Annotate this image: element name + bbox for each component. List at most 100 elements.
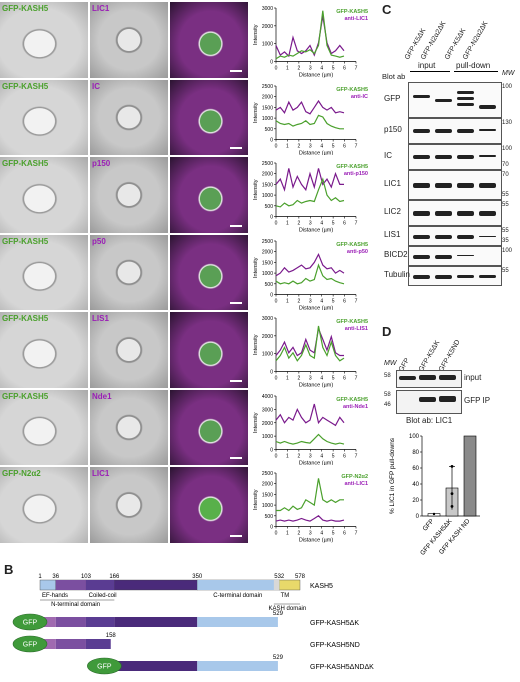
mw-marker: 70 xyxy=(502,162,509,168)
blot-band xyxy=(413,155,430,159)
x-tick-label: 1 xyxy=(286,376,289,382)
x-tick-label: 7 xyxy=(355,298,358,304)
green-series-line xyxy=(276,478,344,512)
construct-segment xyxy=(85,639,111,649)
x-tick-label: 5 xyxy=(332,221,335,227)
scale-bar xyxy=(230,147,242,149)
kash-domain-label: KASH domain xyxy=(269,606,307,612)
y-axis-label: % LIC1 in GFP pull-downs xyxy=(389,437,396,514)
mw-marker: 70 xyxy=(502,172,509,178)
x-tick-label: 1 xyxy=(286,531,289,537)
x-tick-label: 4 xyxy=(320,143,323,149)
blot-row-label: LIC1 xyxy=(384,179,401,188)
pulldown-bracket xyxy=(454,71,498,72)
blot-band xyxy=(419,375,436,380)
blot-band xyxy=(479,129,496,131)
x-tick-label: 4 xyxy=(320,66,323,72)
construct-end-number: 529 xyxy=(273,611,284,617)
input-label: input xyxy=(464,373,482,382)
purple-series-line xyxy=(275,15,345,58)
blot-band xyxy=(413,129,430,133)
domain-label: Coiled-coil xyxy=(89,593,117,599)
y-tick-label: 500 xyxy=(265,204,274,210)
blot-strip xyxy=(408,200,502,226)
x-tick-label: 7 xyxy=(355,531,358,537)
x-tick-label: 4 xyxy=(320,531,323,537)
blot-band xyxy=(413,211,430,216)
y-tick-label: 4000 xyxy=(262,394,273,400)
micrograph-antibody xyxy=(90,79,168,155)
legend-purple: anti-LIS1 xyxy=(345,326,368,332)
residue-number: 166 xyxy=(109,574,120,580)
bar xyxy=(463,435,477,517)
y-tick-label: 2500 xyxy=(262,239,273,245)
blot-row-label: GFP xyxy=(384,94,401,103)
mw-marker: 100 xyxy=(502,146,513,152)
x-tick-label: 0 xyxy=(275,221,278,227)
scale-bar xyxy=(230,457,242,459)
residue-number: 1 xyxy=(38,574,42,580)
blot-band xyxy=(457,235,474,239)
panel-c-letter: C xyxy=(382,2,392,17)
x-axis-label: Distance (µm) xyxy=(299,460,334,465)
blot-row-label: LIC2 xyxy=(384,207,401,216)
x-tick-label: 5 xyxy=(332,376,335,382)
x-category-label: GFP xyxy=(422,518,436,533)
residue-number: 532 xyxy=(274,574,285,580)
mw-marker: 35 xyxy=(502,238,509,244)
y-axis-label: Intensity xyxy=(253,257,259,278)
x-axis-label: Distance (µm) xyxy=(299,228,334,233)
micrograph-gfp xyxy=(0,79,88,155)
blot-band xyxy=(439,396,456,402)
micrograph-gfp xyxy=(0,389,88,465)
x-tick-label: 0 xyxy=(275,143,278,149)
legend-green: GFP-KASH5 xyxy=(336,164,368,170)
x-axis-label: Distance (µm) xyxy=(299,383,334,388)
y-tick-label: 0 xyxy=(270,370,273,376)
construct-segment xyxy=(197,617,278,627)
x-tick-label: 3 xyxy=(309,143,312,149)
x-tick-label: 7 xyxy=(355,143,358,149)
mw-marker: 58 xyxy=(384,392,391,398)
x-tick-label: 1 xyxy=(286,453,289,459)
blot-band xyxy=(413,235,430,239)
x-tick-label: 6 xyxy=(343,298,346,304)
y-tick-label: 2000 xyxy=(262,249,273,255)
construct-name: GFP-KASH5ΔNDΔK xyxy=(310,664,374,671)
intensity-line-plot: 4000 3000 2000 1000 00 1 2 3 4 5 6 7 Intensity Distan… xyxy=(253,394,368,466)
scale-bar xyxy=(230,224,242,227)
x-tick-label: 6 xyxy=(343,221,346,227)
blot-band xyxy=(479,236,496,237)
y-tick-label: 100 xyxy=(409,434,420,440)
scale-bar xyxy=(230,69,242,72)
intensity-line-plot: 2500 2000 1500 1000 500 00 1 2 3 4 5 6 7 Intensity Dis… xyxy=(253,161,368,233)
blot-band xyxy=(457,155,474,159)
micrograph-gfp xyxy=(0,467,88,543)
group-pulldown: pull-down xyxy=(456,61,491,70)
blot-band xyxy=(457,97,474,100)
purple-series-line xyxy=(275,515,345,522)
blot-strip xyxy=(408,144,502,170)
y-tick-label: 3000 xyxy=(262,316,273,322)
x-tick-label: 2 xyxy=(297,453,300,459)
input-blot xyxy=(396,370,462,388)
x-axis-label: Distance (µm) xyxy=(299,73,334,78)
blot-band xyxy=(435,275,452,279)
gfp-label: GFP xyxy=(23,642,38,649)
x-tick-label: 0 xyxy=(275,298,278,304)
y-tick-label: 0 xyxy=(270,60,273,66)
blot-band xyxy=(399,376,416,380)
mw-marker: 130 xyxy=(502,120,513,126)
mw-marker: 55 xyxy=(502,268,509,274)
micrograph-merge xyxy=(170,2,248,78)
micrograph-merge xyxy=(170,79,248,155)
blot-band xyxy=(435,183,452,188)
data-point xyxy=(432,512,436,516)
intensity-line-plot: 2500 2000 1500 1000 500 00 1 2 3 4 5 6 7 Intensity Dis… xyxy=(253,84,368,156)
micrograph-merge xyxy=(170,157,248,233)
construct-segment xyxy=(55,617,86,627)
panel-d-letter: D xyxy=(382,324,392,339)
x-tick-label: 6 xyxy=(343,66,346,72)
y-tick-label: 0 xyxy=(416,514,420,520)
x-tick-label: 2 xyxy=(297,66,300,72)
